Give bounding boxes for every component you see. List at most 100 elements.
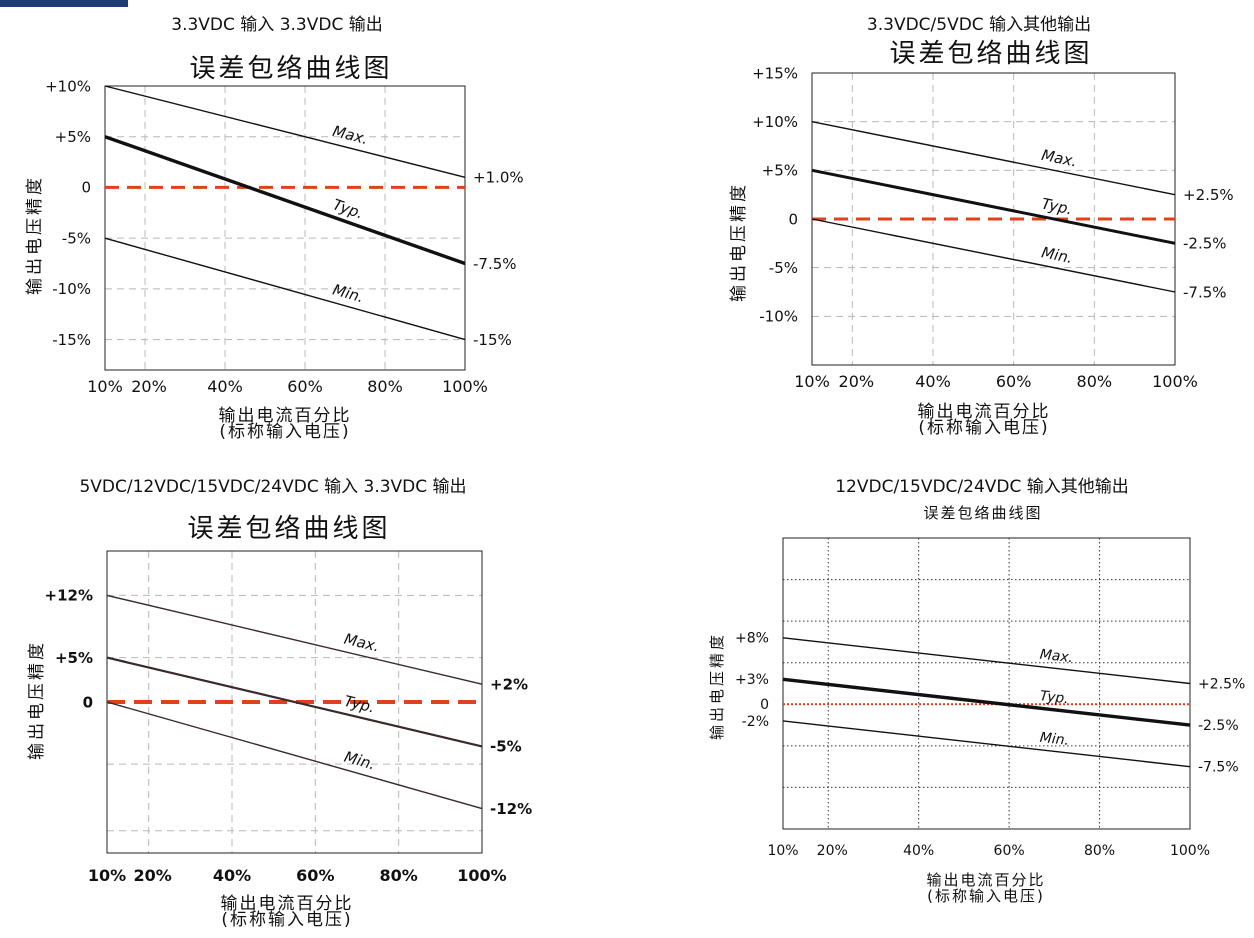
end-value-label: -5% (490, 738, 522, 756)
x-axis-label-line1: 输出电流百分比 (926, 871, 1046, 889)
x-tick-label: 10% (88, 866, 126, 885)
chart-subtitle: 误差包络曲线图 (187, 514, 391, 544)
end-value-label: +2.5% (1198, 676, 1245, 692)
series-label-typ: Typ. (1040, 195, 1074, 219)
x-tick-label: 40% (903, 843, 934, 859)
chart-panel-4: 12VDC/15VDC/24VDC 输入其他输出 误差包络曲线图 输出电压精度 … (700, 460, 1254, 938)
series-line-max (106, 594, 483, 685)
end-value-label: -7.5% (1183, 283, 1227, 301)
series-label-max: Max. (1039, 647, 1074, 667)
x-tick-label: 80% (380, 866, 418, 885)
y-tick-label: 0 (83, 693, 93, 711)
x-axis-label-line1: 输出电流百分比 (917, 402, 1051, 422)
end-value-label: -15% (473, 331, 512, 349)
y-tick-label: -10% (759, 308, 798, 326)
series-line-max (782, 637, 1191, 685)
y-tick-label: +8% (735, 631, 769, 647)
x-tick-label: 10% (767, 843, 798, 859)
x-tick-label: 10% (794, 372, 830, 391)
chart-plot: Max. Typ. Min. +15% +10% +5% 0 -5% -10% 10% 20% 40%… (752, 64, 1234, 391)
x-tick-label: 100% (1170, 843, 1210, 859)
y-tick-label: -15% (52, 331, 91, 349)
end-value-label: -12% (490, 800, 532, 818)
y-tick-label: +12% (45, 587, 93, 605)
x-tick-label: 40% (207, 377, 243, 396)
plot-frame (104, 85, 466, 371)
series-label-max: Max. (342, 630, 381, 656)
y-tick-label: +10% (45, 77, 91, 95)
end-value-label: +2.5% (1183, 186, 1234, 204)
y-tick-label: +10% (752, 113, 798, 131)
y-tick-label: 0 (788, 210, 798, 228)
chart-title: 3.3VDC/5VDC 输入其他输出 (866, 15, 1092, 35)
x-tick-label: 80% (1084, 843, 1115, 859)
chart-subtitle: 误差包络曲线图 (189, 54, 393, 84)
chart-panel-3: 5VDC/12VDC/15VDC/24VDC 输入 3.3VDC 输出 误差包络… (0, 460, 620, 938)
series-line-typ (811, 168, 1176, 245)
plot-frame (782, 537, 1191, 830)
series-line-min (811, 218, 1176, 293)
x-tick-label: 20% (134, 866, 172, 885)
x-axis-label-line2: (标称输入电压) (927, 887, 1045, 905)
chart-plot: Max.Typ.Min.+12%+5%010% 20% 40% 60% 80% 100%+… (45, 550, 532, 885)
end-value-label: -2.5% (1183, 235, 1227, 253)
series-label-typ: Typ. (1039, 688, 1070, 707)
x-tick-label: 20% (817, 843, 848, 859)
x-axis-label-line1: 输出电流百分比 (220, 894, 354, 914)
chart-subtitle: 误差包络曲线图 (889, 39, 1093, 69)
series-line-typ (104, 135, 466, 266)
x-axis-label-line2: (标称输入电压) (918, 418, 1050, 438)
chart-title: 3.3VDC 输入 3.3VDC 输出 (171, 15, 383, 35)
x-tick-label: 80% (1077, 372, 1113, 391)
series-line-max (811, 120, 1176, 196)
y-tick-label: 0 (81, 179, 91, 197)
chart-plot: Max.Typ.Min.+10%+5%0-5%-10%-15%10% 20% 40%… (45, 77, 524, 396)
corner-accent-bar (0, 0, 128, 7)
y-tick-label: +5% (762, 162, 798, 180)
x-tick-label: 20% (131, 377, 167, 396)
chart-title: 12VDC/15VDC/24VDC 输入其他输出 (835, 477, 1129, 497)
y-tick-label: +3% (735, 672, 769, 688)
x-axis-label-line1: 输出电流百分比 (218, 406, 352, 426)
x-tick-label: 10% (87, 377, 123, 396)
series-line-min (104, 237, 466, 341)
x-tick-label: 100% (457, 866, 506, 885)
x-tick-label: 60% (996, 372, 1032, 391)
x-tick-label: 60% (296, 866, 334, 885)
x-axis-label: 输出电流百分比 (标称输入电压) (926, 872, 1045, 904)
series-line-min (106, 701, 483, 810)
x-tick-label: 80% (367, 377, 403, 396)
end-value-label: +2% (490, 675, 528, 693)
series-line-min (782, 720, 1191, 768)
series-line-typ (106, 656, 483, 748)
chart-panel-2: 3.3VDC/5VDC 输入其他输出 误差包络曲线图 输出电压精度 输出电流百分… (700, 0, 1254, 460)
x-tick-label: 100% (442, 377, 488, 396)
y-tick-label: +15% (752, 64, 798, 82)
series-line-max (104, 85, 466, 178)
x-tick-label: 40% (915, 372, 951, 391)
series-label-typ: Typ. (342, 692, 376, 717)
chart-subtitle: 误差包络曲线图 (923, 504, 1043, 522)
chart-panel-1: 3.3VDC 输入 3.3VDC 输出 误差包络曲线图 输出电压精度 输出电流百… (0, 0, 620, 460)
series-label-max: Max. (1040, 146, 1079, 171)
y-tick-label: +5% (55, 649, 93, 667)
x-axis-label: 输出电流百分比 (标称输入电压) (917, 402, 1051, 438)
y-tick-label: 0 (760, 697, 769, 713)
x-tick-label: 100% (1152, 372, 1198, 391)
chart-plot: Max. Typ. Min. +8% +3% 0-2% 10% 20% 40% 60% 80% 100… (735, 537, 1245, 859)
x-axis-label: 输出电流百分比 (标称输入电压) (220, 894, 354, 930)
x-axis-label-line2: (标称输入电压) (219, 422, 351, 442)
end-value-label: -2.5% (1198, 718, 1239, 734)
end-value-label: +1.0% (473, 169, 524, 187)
y-tick-label: -2% (742, 714, 769, 730)
x-tick-label: 60% (287, 377, 323, 396)
end-value-label: -7.5% (1198, 760, 1239, 776)
series-label-min: Min. (1040, 243, 1074, 267)
y-tick-label: -5% (769, 259, 798, 277)
y-tick-label: +5% (55, 128, 91, 146)
x-axis-label: 输出电流百分比 (标称输入电压) (218, 406, 352, 442)
series-line-typ (782, 677, 1191, 727)
series-label-min: Min. (1039, 730, 1070, 749)
x-axis-label-line2: (标称输入电压) (221, 910, 353, 930)
y-tick-label: -5% (62, 229, 91, 247)
